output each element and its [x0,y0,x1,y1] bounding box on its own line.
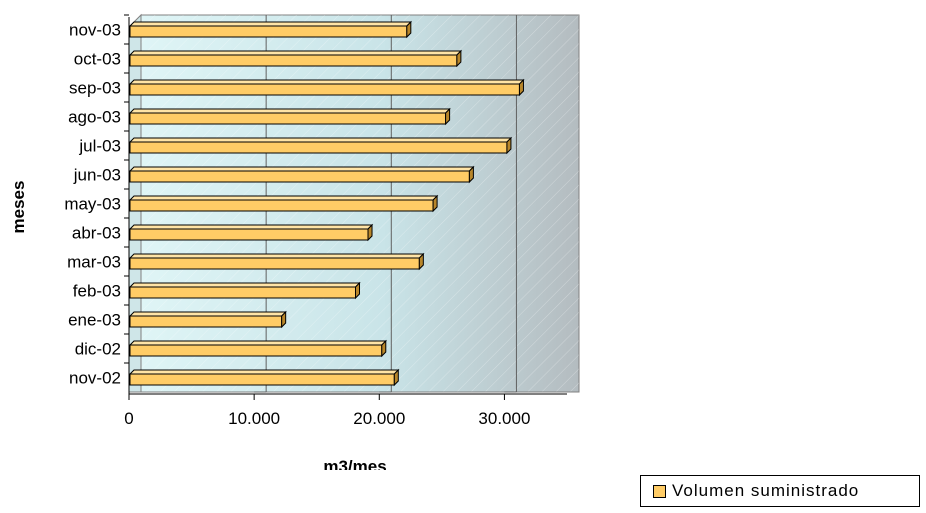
bar-top [128,340,387,346]
x-tick-label: 0 [124,409,133,428]
bar-front [129,112,447,125]
y-tick-label: jul-03 [78,137,121,156]
chart: nov-02 dic-02 ene-03 feb-03 mar-03 abr-03 may-… [9,13,580,470]
bar-top [128,79,525,85]
bar-front [129,373,395,386]
bar [128,136,513,155]
bar-top [128,21,413,27]
bar-end [518,78,524,97]
bar-top [128,253,425,259]
x-axis: 0 10.000 20.000 30.000 [124,393,567,428]
bar [128,194,439,213]
bar-end [281,310,287,329]
y-tick-label: nov-03 [69,21,121,40]
bar [128,252,425,271]
y-tick-label: abr-03 [72,224,121,243]
bar-front [129,286,357,299]
bar-top [128,282,361,288]
y-tick-label: ago-03 [68,108,121,127]
bar-top [128,108,451,114]
y-tick-label: nov-02 [69,369,121,388]
bar [128,49,463,68]
bar [128,368,400,387]
bar-front [129,54,458,67]
x-tick-label: 10.000 [228,409,280,428]
bar [128,223,374,242]
bar-front [129,344,383,357]
bar-end [445,107,451,126]
bar-front [129,83,520,96]
bar [128,281,361,300]
x-tick-label: 20.000 [353,409,405,428]
y-tick-label: ene-03 [68,311,121,330]
bar-front [129,199,434,212]
bar-front [129,257,420,270]
y-axis-title: meses [9,181,28,234]
y-axis: nov-02 dic-02 ene-03 feb-03 mar-03 abr-03 may-… [64,14,130,394]
bar-end [432,194,438,213]
bar-end [381,339,387,358]
bar-front [129,228,369,241]
bar-end [367,223,373,242]
bar-end [393,368,399,387]
bar-top [128,311,287,317]
bar [128,339,387,358]
bar [128,78,525,97]
y-tick-label: mar-03 [67,253,121,272]
y-tick-label: feb-03 [73,282,121,301]
bar-top [128,224,374,230]
bar [128,165,475,184]
bar-front [129,315,283,328]
bar-top [128,50,463,56]
bar-end [506,136,512,155]
legend-swatch [653,484,666,498]
bar-front [129,141,508,154]
bar-front [129,170,470,183]
bar-top [128,137,513,143]
bars [128,20,525,387]
y-tick-label: oct-03 [74,50,121,69]
bar [128,107,451,126]
bar-top [128,166,475,172]
bar-front [129,25,408,38]
y-tick-label: may-03 [64,195,121,214]
y-tick-label: jun-03 [73,166,121,185]
plot-area [128,13,580,393]
bar-top [128,369,400,375]
bar-end [355,281,361,300]
legend-label: Volumen suministrado [672,481,860,500]
bar [128,20,413,39]
bar-top [128,195,439,201]
y-tick-label: dic-02 [75,340,121,359]
legend: Volumen suministrado [640,475,920,507]
bar [128,310,287,329]
x-tick-label: 30.000 [478,409,530,428]
bar-end [418,252,424,271]
x-axis-title: m3/mes [323,457,386,470]
bar-end [468,165,474,184]
bar-end [406,20,412,39]
bar-end [456,49,462,68]
y-tick-label: sep-03 [69,79,121,98]
